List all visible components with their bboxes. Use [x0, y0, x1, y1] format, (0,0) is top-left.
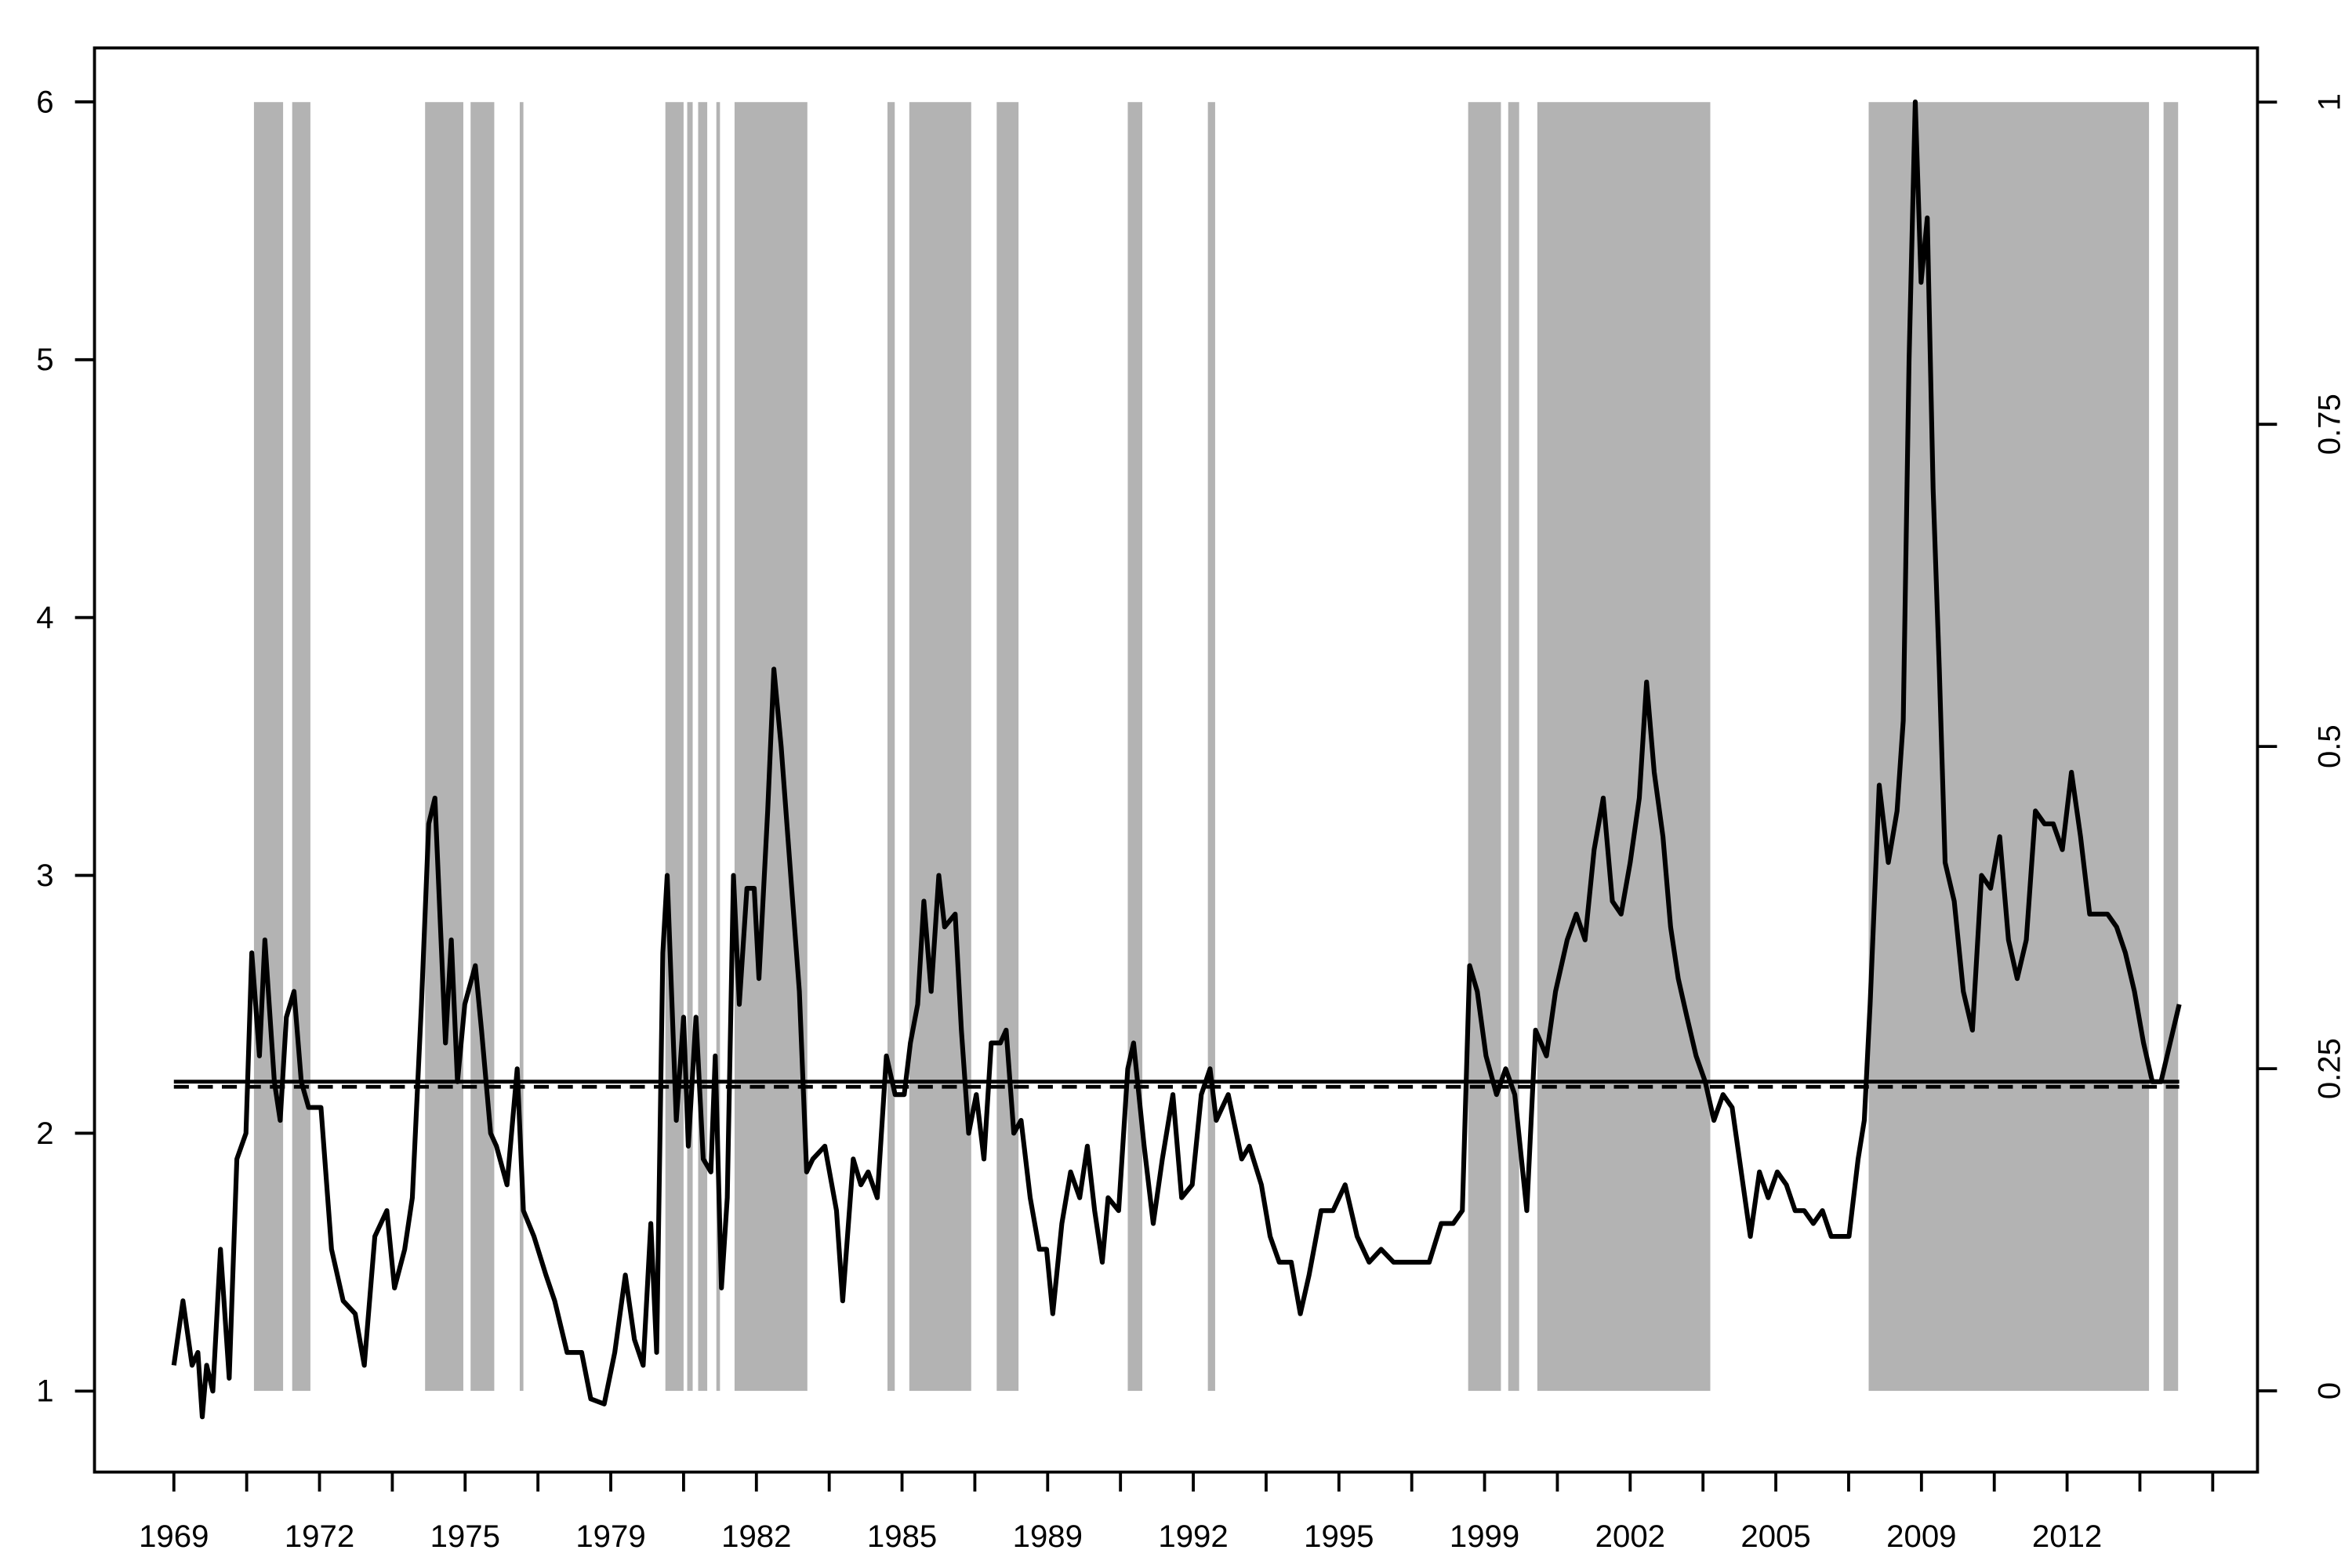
x-tick-label: 1969: [139, 1519, 209, 1554]
y2-tick-label: 0.75: [2312, 394, 2347, 455]
x-tick-label: 1975: [430, 1519, 500, 1554]
y-tick-label: 2: [36, 1116, 53, 1151]
shaded-period: [698, 102, 708, 1392]
shaded-period: [470, 102, 495, 1392]
y2-tick-label: 0.5: [2312, 724, 2347, 768]
shaded-period: [292, 102, 310, 1392]
shaded-period: [253, 102, 284, 1392]
shaded-period: [1127, 102, 1143, 1392]
x-tick-label: 2005: [1740, 1519, 1810, 1554]
x-tick-label: 2012: [2032, 1519, 2102, 1554]
data-line: [171, 99, 2182, 1420]
shaded-period: [687, 102, 693, 1392]
y-tick-label: 1: [36, 1374, 53, 1409]
shaded-period: [665, 102, 684, 1392]
x-tick-label: 1982: [721, 1519, 791, 1554]
shaded-period: [1537, 102, 1711, 1392]
shaded-period: [1468, 102, 1501, 1392]
shaded-period: [887, 102, 895, 1392]
x-tick-label: 2002: [1595, 1519, 1665, 1554]
shaded-period: [2163, 102, 2179, 1392]
x-tick-label: 1979: [575, 1519, 645, 1554]
shaded-period: [519, 102, 524, 1392]
plot-frame: [93, 46, 2259, 1474]
y2-tick-label: 1: [2312, 93, 2347, 111]
shaded-period: [1508, 102, 1519, 1392]
x-tick-label: 1985: [867, 1519, 937, 1554]
line-layer: [171, 99, 2182, 1420]
x-tick-label: 2009: [1886, 1519, 1956, 1554]
axes-layer: 1 2 3 4 5 6 0 0.25 0.5 0.75 1 1969 1972 1975 1979 1982 1…: [36, 84, 2347, 1554]
y-tick-label: 3: [36, 858, 53, 893]
x-tick-label: 1989: [1013, 1519, 1083, 1554]
shaded-period: [425, 102, 463, 1392]
shaded-period: [1868, 102, 2150, 1392]
y-tick-label: 4: [36, 600, 53, 635]
shaded-period: [996, 102, 1019, 1392]
x-tick-label: 1992: [1158, 1519, 1228, 1554]
y-tick-label: 5: [36, 342, 53, 377]
x-tick-label: 1999: [1450, 1519, 1519, 1554]
shaded-period: [909, 102, 971, 1392]
x-tick-label: 1995: [1304, 1519, 1374, 1554]
y2-tick-label: 0.25: [2312, 1038, 2347, 1099]
x-tick-label: 1972: [285, 1519, 354, 1554]
y-tick-label: 6: [36, 84, 53, 119]
y2-tick-label: 0: [2312, 1382, 2347, 1399]
shaded-period: [716, 102, 720, 1392]
shaded-period: [1207, 102, 1215, 1392]
shading-layer: [253, 102, 2179, 1392]
